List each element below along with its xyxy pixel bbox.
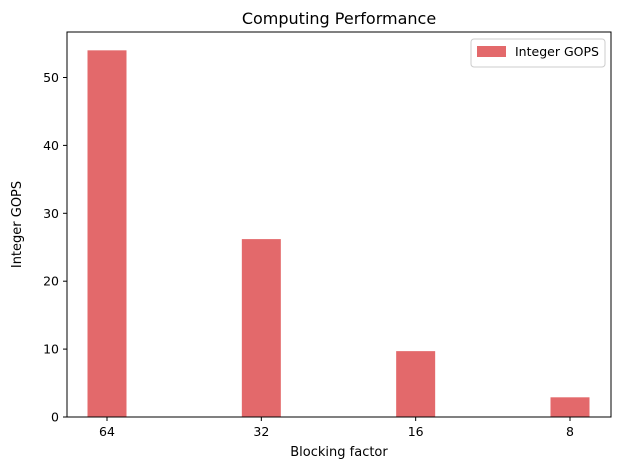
y-tick-label: 20	[43, 274, 59, 289]
bars-layer	[87, 50, 590, 417]
y-tick-label: 30	[43, 206, 59, 221]
axes-layer	[66, 31, 612, 418]
y-tick-label: 40	[43, 138, 59, 153]
bar-16	[396, 351, 436, 417]
y-tick-label: 10	[43, 342, 59, 357]
x-axis-ticks: 64 32 16 8	[99, 417, 574, 439]
y-axis-ticks: 0 10 20 30 40 50	[43, 70, 67, 425]
x-tick-label: 8	[566, 424, 574, 439]
x-tick-label: 32	[253, 424, 269, 439]
legend-swatch	[477, 46, 506, 57]
y-tick-label: 50	[43, 70, 59, 85]
x-tick-label: 16	[408, 424, 424, 439]
chart-title: Computing Performance	[242, 9, 436, 28]
y-tick-label: 0	[51, 410, 59, 425]
legend-label: Integer GOPS	[515, 44, 599, 59]
x-axis-label: Blocking factor	[290, 445, 388, 460]
legend: Integer GOPS	[470, 38, 606, 68]
bar-8	[550, 397, 590, 417]
bar-32	[241, 239, 281, 417]
y-axis-label: Integer GOPS	[10, 181, 25, 268]
plot-frame	[66, 31, 612, 418]
bar-64	[87, 50, 127, 417]
x-tick-label: 64	[99, 424, 115, 439]
